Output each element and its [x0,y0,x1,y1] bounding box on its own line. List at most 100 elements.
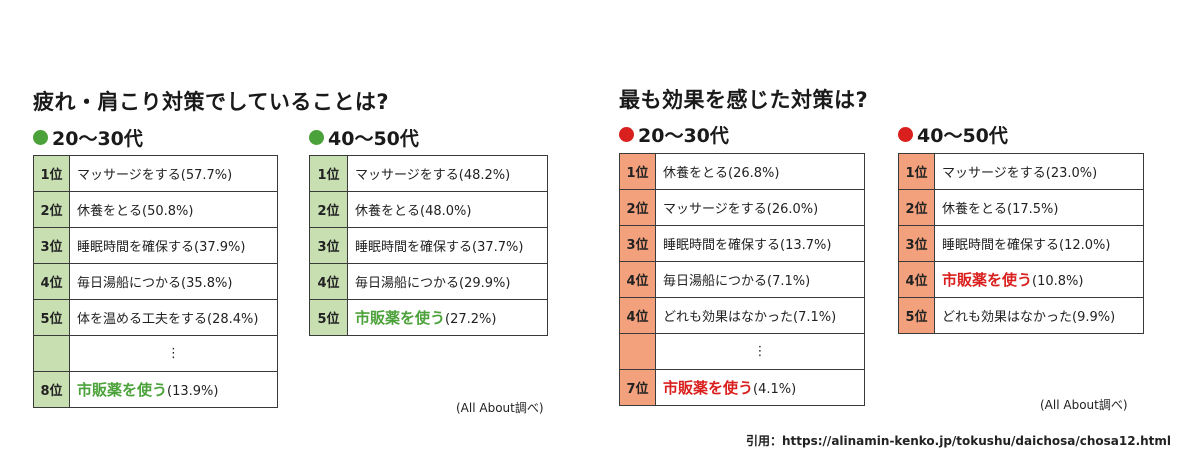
item-percent: (50.8%) [142,204,194,219]
item-percent: (7.1%) [767,274,811,289]
left-panel-title: 疲れ・肩こり対策でしていることは? [33,90,390,114]
table-row: 2位 休養をとる(48.0%) [309,191,548,228]
green-dot-icon [33,130,48,145]
right-panel-title: 最も効果を感じた対策は? [619,88,869,112]
item-percent: (7.1%) [793,310,837,325]
ellipsis-cell: ⋮ [69,335,278,372]
table-row: 4位 毎日湯船につかる(35.8%) [33,263,278,300]
item-label: マッサージをする [942,166,1046,181]
item-cell: どれも効果はなかった(9.9%) [934,297,1144,334]
item-percent: (13.9%) [167,384,219,399]
item-cell: 毎日湯船につかる(7.1%) [655,261,865,298]
left-group-1-table: 1位 マッサージをする(57.7%) 2位 休養をとる(50.8%) 3位 睡眠… [33,155,278,408]
table-row: 2位 マッサージをする(26.0%) [619,189,865,226]
item-label: 体を温める工夫をする [77,312,208,327]
item-label: 毎日湯船につかる [663,274,768,289]
right-group-2-label: 40〜50代 [917,125,1008,147]
rank-cell: 5位 [33,299,70,336]
item-percent: (57.7%) [180,168,233,183]
rank-cell: 4位 [619,297,656,334]
item-label: 休養をとる [355,204,421,219]
item-label: 毎日湯船につかる [355,276,460,291]
table-row: 2位 休養をとる(17.5%) [898,189,1144,226]
item-label-highlight: 市販薬を使う [355,309,446,327]
table-row: 8位 市販薬を使う(13.9%) [33,371,278,408]
item-percent: (37.9%) [194,240,246,255]
item-label: マッサージをする [77,168,181,183]
item-percent: (9.9%) [1072,310,1116,325]
citation-link[interactable]: 引用：https://alinamin-kenko.jp/tokushu/dai… [746,434,1172,448]
rank-cell: 3位 [898,225,935,262]
item-cell: 睡眠時間を確保する(12.0%) [934,225,1144,262]
item-label: 睡眠時間を確保する [663,238,781,253]
item-label: どれも効果はなかった [942,310,1073,325]
table-row: 5位 市販薬を使う(27.2%) [309,299,548,336]
item-cell: 市販薬を使う(13.9%) [69,371,278,408]
table-row: 1位 マッサージをする(48.2%) [309,155,548,192]
rank-cell: 1位 [33,155,70,192]
item-percent: (37.7%) [472,240,524,255]
left-group-2-label: 40〜50代 [328,128,419,150]
item-cell: 体を温める工夫をする(28.4%) [69,299,278,336]
red-dot-icon [898,127,913,142]
item-label: 毎日湯船につかる [77,276,182,291]
item-label: 休養をとる [77,204,143,219]
rank-cell: 8位 [33,371,70,408]
item-percent: (48.0%) [420,204,472,219]
left-group-2-table: 1位 マッサージをする(48.2%) 2位 休養をとる(48.0%) 3位 睡眠… [309,155,548,336]
right-group-1-label: 20〜30代 [638,125,729,147]
item-percent: (23.0%) [1045,166,1098,181]
table-row: 5位 体を温める工夫をする(28.4%) [33,299,278,336]
rank-cell: 4位 [619,261,656,298]
right-group-1-heading: 20〜30代 [619,121,729,148]
table-row: ⋮ [33,335,278,372]
item-percent: (12.0%) [1059,238,1111,253]
table-row: 4位 市販薬を使う(10.8%) [898,261,1144,298]
rank-cell-empty [619,333,656,370]
item-cell: 休養をとる(17.5%) [934,189,1144,226]
right-group-1-table: 1位 休養をとる(26.8%) 2位 マッサージをする(26.0%) 3位 睡眠… [619,153,865,406]
item-percent: (10.8%) [1032,274,1084,289]
item-percent: (35.8%) [181,276,233,291]
table-row: 4位 どれも効果はなかった(7.1%) [619,297,865,334]
item-cell: 休養をとる(50.8%) [69,191,278,228]
rank-cell: 4位 [33,263,70,300]
item-cell: 睡眠時間を確保する(37.7%) [347,227,548,264]
item-label: マッサージをする [355,168,459,183]
item-label-highlight: 市販薬を使う [663,379,754,397]
rank-cell: 4位 [898,261,935,298]
table-row: 4位 毎日湯船につかる(29.9%) [309,263,548,300]
item-percent: (48.2%) [458,168,511,183]
item-label-highlight: 市販薬を使う [942,271,1033,289]
item-cell: 睡眠時間を確保する(13.7%) [655,225,865,262]
item-cell: マッサージをする(26.0%) [655,189,865,226]
item-label: 睡眠時間を確保する [942,238,1060,253]
item-percent: (17.5%) [1007,202,1059,217]
item-cell: マッサージをする(23.0%) [934,153,1144,190]
item-cell: 市販薬を使う(27.2%) [347,299,548,336]
item-cell: マッサージをする(48.2%) [347,155,548,192]
item-cell: 毎日湯船につかる(35.8%) [69,263,278,300]
rank-cell: 2位 [898,189,935,226]
left-source-note: (All About調べ) [456,401,544,415]
table-row: 3位 睡眠時間を確保する(12.0%) [898,225,1144,262]
rank-cell: 3位 [33,227,70,264]
item-label: マッサージをする [663,202,767,217]
table-row: 7位 市販薬を使う(4.1%) [619,369,865,406]
rank-cell: 1位 [619,153,656,190]
item-percent: (27.2%) [445,312,497,327]
table-row: 5位 どれも効果はなかった(9.9%) [898,297,1144,334]
table-row: 2位 休養をとる(50.8%) [33,191,278,228]
table-row: 4位 毎日湯船につかる(7.1%) [619,261,865,298]
rank-cell: 5位 [309,299,348,336]
item-cell: 休養をとる(26.8%) [655,153,865,190]
rank-cell: 3位 [619,225,656,262]
item-cell: 休養をとる(48.0%) [347,191,548,228]
table-row: ⋮ [619,333,865,370]
item-percent: (26.0%) [766,202,819,217]
item-cell: マッサージをする(57.7%) [69,155,278,192]
rank-cell: 2位 [33,191,70,228]
item-percent: (28.4%) [207,312,259,327]
item-label: 休養をとる [942,202,1008,217]
item-label: 睡眠時間を確保する [77,240,195,255]
